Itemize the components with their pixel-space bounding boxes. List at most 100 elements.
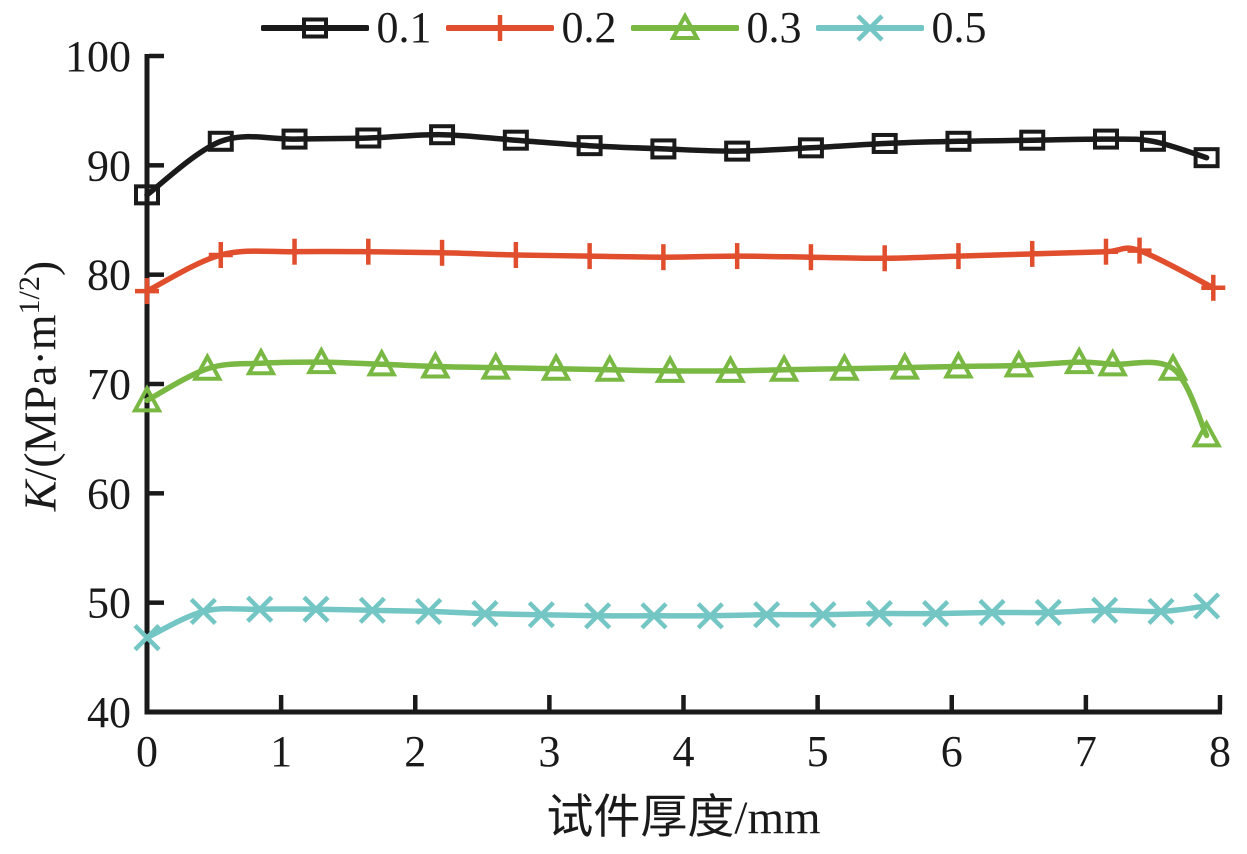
x-axis-title: 试件厚度/mm: [546, 792, 821, 844]
x-marker: [1147, 597, 1175, 626]
x-marker: [753, 601, 781, 629]
x-marker: [978, 598, 1006, 627]
x-marker: [415, 597, 443, 626]
series-0.3: [131, 345, 1222, 448]
x-marker: [358, 596, 386, 624]
square-marker: [281, 128, 308, 150]
triangle-marker: [1097, 348, 1129, 377]
triangle-marker: [889, 351, 921, 380]
x-marker: [133, 624, 161, 652]
y-axis-title: K/(MPa·m1/2): [1, 106, 65, 666]
series-0.2: [135, 237, 1226, 305]
triangle-marker: [1003, 349, 1035, 378]
x-marker: [640, 602, 668, 630]
x-marker: [246, 595, 274, 623]
triangle-marker: [829, 352, 860, 381]
series-0.5: [133, 592, 1221, 652]
square-marker: [1139, 130, 1166, 152]
legend-item-0.1: 0.1: [260, 3, 432, 52]
triangle-marker: [654, 354, 686, 383]
legend-marker-triangle-icon: [630, 11, 739, 40]
square-marker: [945, 130, 972, 152]
x-marker: [809, 601, 837, 629]
legend-item-0.3: 0.3: [630, 3, 802, 52]
legend-marker-square-icon: [260, 17, 369, 39]
square-marker: [576, 135, 603, 157]
x-marker: [584, 602, 612, 630]
square-marker: [134, 184, 160, 206]
y-tick-label: 40: [87, 688, 131, 737]
x-marker: [1091, 596, 1119, 624]
square-marker: [871, 132, 898, 154]
legend-label: 0.5: [931, 3, 987, 52]
square-marker: [1092, 128, 1119, 150]
x-tick-label: 7: [1075, 727, 1097, 776]
x-marker: [527, 601, 555, 629]
x-marker: [1034, 598, 1062, 627]
series-line: [144, 131, 1210, 198]
legend-marker-x-icon: [815, 14, 924, 42]
square-marker: [1193, 147, 1220, 169]
triangle-marker: [305, 345, 337, 375]
x-marker: [922, 600, 950, 628]
x-tick-label: 2: [404, 727, 426, 776]
square-marker: [797, 137, 824, 159]
legend-marker-plus-icon: [445, 15, 554, 41]
x-marker: [471, 600, 499, 628]
x-tick-label: 4: [673, 727, 695, 776]
triangle-marker: [1191, 419, 1222, 448]
legend-label: 0.3: [746, 3, 802, 52]
triangle-marker: [366, 348, 398, 377]
x-tick-label: 1: [270, 727, 292, 776]
y-tick-label: 90: [87, 141, 131, 190]
legend-label: 0.2: [561, 3, 617, 52]
x-marker: [302, 595, 330, 623]
legend: 0.1 0.2 0.3 0.5: [0, 6, 1247, 50]
triangle-marker: [768, 353, 800, 382]
triangle-marker: [480, 351, 512, 380]
x-marker: [189, 597, 217, 626]
triangle-marker: [1063, 345, 1095, 375]
triangle-marker: [594, 353, 626, 382]
legend-item-0.2: 0.2: [445, 3, 617, 52]
x-tick-label: 5: [807, 727, 829, 776]
square-marker: [429, 124, 456, 146]
x-tick-label: 6: [941, 727, 963, 776]
y-axis-title-close: ): [14, 260, 66, 277]
triangle-marker: [245, 347, 277, 376]
x-marker: [1192, 592, 1221, 620]
x-marker: [696, 602, 724, 630]
x-tick-label: 8: [1209, 727, 1231, 776]
y-tick-label: 50: [87, 579, 131, 628]
square-marker: [724, 140, 751, 162]
x-tick-label: 0: [136, 727, 158, 776]
triangle-marker: [715, 354, 746, 383]
y-axis-title-unit: /(MPa·m: [14, 314, 66, 481]
triangle-marker: [943, 350, 974, 379]
series-line: [144, 245, 1217, 294]
legend-label: 0.1: [376, 3, 432, 52]
triangle-marker: [191, 352, 223, 381]
square-marker: [502, 129, 529, 151]
series-line: [144, 603, 1210, 641]
y-tick-label: 70: [87, 360, 131, 409]
x-tick-label: 3: [538, 727, 560, 776]
triangle-marker: [131, 384, 163, 413]
legend-item-0.5: 0.5: [815, 3, 987, 52]
square-marker: [207, 130, 234, 152]
series-0.1: [134, 124, 1220, 206]
series-line: [144, 359, 1210, 439]
square-marker: [1019, 129, 1046, 151]
triangle-marker: [419, 350, 451, 379]
triangle-marker: [540, 352, 572, 381]
y-axis-title-symbol: K: [14, 480, 66, 512]
y-axis-title-exponent: 1/2: [13, 276, 46, 315]
square-marker: [355, 127, 382, 149]
y-tick-label: 100: [65, 32, 131, 81]
square-marker: [650, 138, 677, 160]
y-tick-label: 60: [87, 469, 131, 518]
x-marker: [865, 600, 893, 628]
